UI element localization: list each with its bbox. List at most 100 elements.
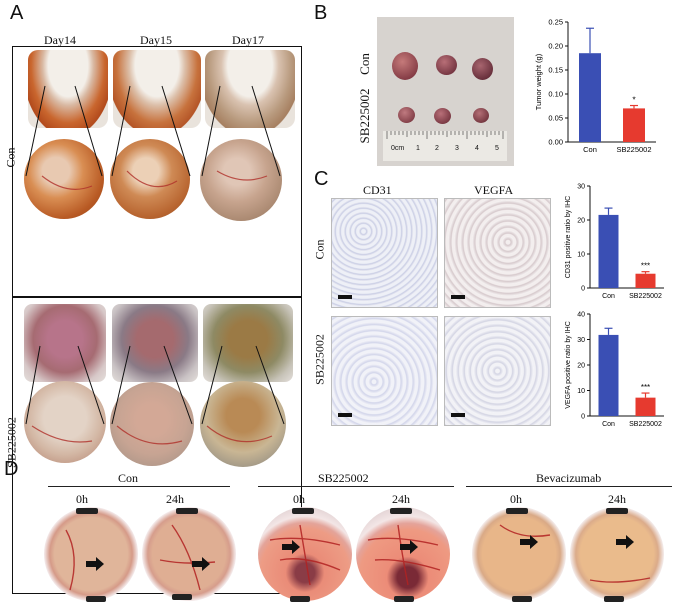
ruler-label-5: 5 xyxy=(495,145,499,152)
panel-a-divider xyxy=(12,296,302,298)
tumor-weight-chart: 0.00 0.05 0.10 0.15 0.20 0.25 Tumor weight (g)… xyxy=(534,18,656,154)
egg-vessel-overlay xyxy=(65,508,651,602)
y-tick-label: 30 xyxy=(577,337,585,344)
x-tick-label: SB225002 xyxy=(616,145,651,154)
x-tick-label: SB225002 xyxy=(629,293,662,300)
tumor-sb-3 xyxy=(473,108,489,123)
zoom-circle-con-day15 xyxy=(110,139,190,219)
bar-con xyxy=(598,214,619,288)
arrow-right-icon xyxy=(192,557,210,571)
scale-bar xyxy=(451,413,465,417)
bar-sb225002 xyxy=(635,397,656,416)
arrow-right-icon xyxy=(400,540,418,554)
ihc-image-sb-vegfa xyxy=(444,316,551,426)
tumor-sb-2 xyxy=(434,108,451,124)
group-rule-bevacizumab xyxy=(466,486,672,487)
group-rule-sb xyxy=(258,486,454,487)
ruler-label-1: 1 xyxy=(416,145,420,152)
group-label-con: Con xyxy=(118,471,139,485)
cd31-chart: 0 10 20 30 CD31 positive ratio by IHC Con *** S… xyxy=(565,184,664,300)
arrow-right-icon xyxy=(86,557,104,571)
significance-marker: *** xyxy=(641,383,650,392)
arrow-right-icon xyxy=(520,535,538,549)
panel-b-letter: B xyxy=(314,2,328,24)
y-tick-label: 10 xyxy=(577,388,585,395)
panel-a-letter: A xyxy=(10,2,24,24)
bar-con xyxy=(598,334,619,416)
time-label-bev-0h: 0h xyxy=(510,492,522,506)
zoom-circle-sb-day14 xyxy=(24,381,106,463)
x-tick-label: SB225002 xyxy=(629,421,662,428)
zoom-guide-lines xyxy=(25,85,285,445)
panel-d-letter: D xyxy=(4,458,19,480)
y-tick-label: 0.05 xyxy=(548,114,563,123)
panel-c-letter: C xyxy=(314,168,329,190)
cam-photo-sb-day17 xyxy=(203,304,293,382)
group-label-sb: SB225002 xyxy=(318,471,369,485)
cam-photo-con-day14 xyxy=(28,50,108,128)
ihc-col-cd31: CD31 xyxy=(363,183,392,197)
y-tick-label: 40 xyxy=(577,312,585,319)
ihc-row-label-sb: SB225002 xyxy=(312,334,327,385)
ruler-label-4: 4 xyxy=(475,145,479,152)
tumor-sb-1 xyxy=(398,107,415,123)
arrow-right-icon xyxy=(616,535,634,549)
scale-bar xyxy=(451,295,465,299)
ihc-image-sb-cd31 xyxy=(331,316,438,426)
y-tick-label: 0.20 xyxy=(548,42,563,51)
cam-photo-sb-day15 xyxy=(112,304,198,382)
tumor-row-label-sb: SB225002 xyxy=(357,88,372,144)
scale-bar xyxy=(338,413,352,417)
x-tick-label: Con xyxy=(602,421,615,428)
y-tick-label: 30 xyxy=(577,184,585,191)
y-tick-label: 0.10 xyxy=(548,90,563,99)
y-tick-label: 0.25 xyxy=(548,18,563,27)
x-tick-label: Con xyxy=(602,293,615,300)
group-label-bevacizumab: Bevacizumab xyxy=(536,471,602,485)
ruler-label-2: 2 xyxy=(435,145,439,152)
ihc-image-con-cd31 xyxy=(331,198,438,308)
egg-bev-0h xyxy=(472,507,566,601)
cam-photo-con-day15 xyxy=(113,50,201,128)
y-axis-label: Tumor weight (g) xyxy=(534,53,543,110)
significance-marker: *** xyxy=(641,262,650,271)
zoom-circle-sb-day17 xyxy=(200,381,286,467)
ihc-col-vegfa: VEGFA xyxy=(474,183,514,197)
x-tick-label: Con xyxy=(583,145,597,154)
panel-a-frame xyxy=(12,46,302,594)
y-tick-label: 10 xyxy=(577,252,585,259)
ruler-label-0: 0cm xyxy=(391,145,405,152)
tumor-con-1 xyxy=(392,52,418,80)
zoom-circle-sb-day15 xyxy=(110,382,194,466)
y-axis-label: CD31 positive ratio by IHC xyxy=(565,196,572,278)
vegfa-chart: 0 10 20 30 40 VEGFA positive ratio by IHC Con *… xyxy=(565,312,664,428)
scale-bar xyxy=(338,295,352,299)
significance-marker: * xyxy=(632,95,636,105)
ruler-ticks xyxy=(386,131,504,139)
bar-con xyxy=(579,53,601,143)
egg-bev-24h xyxy=(570,507,664,601)
tumor-con-3 xyxy=(472,58,493,80)
y-tick-label: 0 xyxy=(581,414,585,421)
cam-photo-sb-day14 xyxy=(24,304,106,382)
tumor-con-2 xyxy=(436,55,457,75)
y-tick-label: 0.00 xyxy=(548,138,563,147)
time-label-con-0h: 0h xyxy=(76,492,88,506)
y-tick-label: 20 xyxy=(577,218,585,225)
y-axis-label: VEGFA positive ratio by IHC xyxy=(565,321,572,409)
ihc-image-con-vegfa xyxy=(444,198,551,308)
arrow-right-icon xyxy=(282,540,300,554)
bar-sb225002 xyxy=(635,273,656,288)
bar-sb225002 xyxy=(623,108,645,142)
ruler-label-3: 3 xyxy=(455,145,459,152)
y-tick-label: 0 xyxy=(581,286,585,293)
day15-label: Day15 xyxy=(140,33,172,47)
zoom-circle-con-day14 xyxy=(24,139,104,219)
egg-con-0h xyxy=(44,507,138,601)
group-rule-con xyxy=(48,486,230,487)
y-tick-label: 20 xyxy=(577,363,585,370)
ruler: 0cm 1 2 3 4 5 xyxy=(383,131,507,161)
time-label-sb-0h: 0h xyxy=(293,492,305,506)
day17-label: Day17 xyxy=(232,33,264,47)
ihc-row-label-con: Con xyxy=(312,239,327,260)
